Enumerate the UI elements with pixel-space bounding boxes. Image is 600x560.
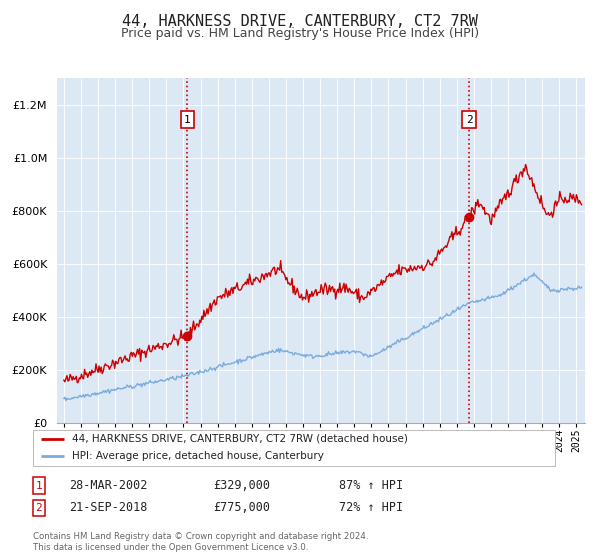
- Text: £329,000: £329,000: [213, 479, 270, 492]
- Text: 1: 1: [35, 480, 43, 491]
- Text: 72% ↑ HPI: 72% ↑ HPI: [339, 501, 403, 515]
- Text: Price paid vs. HM Land Registry's House Price Index (HPI): Price paid vs. HM Land Registry's House …: [121, 27, 479, 40]
- Text: 21-SEP-2018: 21-SEP-2018: [69, 501, 148, 515]
- Text: 44, HARKNESS DRIVE, CANTERBURY, CT2 7RW (detached house): 44, HARKNESS DRIVE, CANTERBURY, CT2 7RW …: [72, 433, 408, 444]
- Text: HPI: Average price, detached house, Canterbury: HPI: Average price, detached house, Cant…: [72, 451, 324, 461]
- Text: £775,000: £775,000: [213, 501, 270, 515]
- Text: 1: 1: [184, 115, 191, 125]
- Text: 87% ↑ HPI: 87% ↑ HPI: [339, 479, 403, 492]
- Text: 28-MAR-2002: 28-MAR-2002: [69, 479, 148, 492]
- Text: 2: 2: [35, 503, 43, 513]
- Text: This data is licensed under the Open Government Licence v3.0.: This data is licensed under the Open Gov…: [33, 543, 308, 552]
- Text: Contains HM Land Registry data © Crown copyright and database right 2024.: Contains HM Land Registry data © Crown c…: [33, 532, 368, 541]
- Text: 2: 2: [466, 115, 473, 125]
- Text: 44, HARKNESS DRIVE, CANTERBURY, CT2 7RW: 44, HARKNESS DRIVE, CANTERBURY, CT2 7RW: [122, 14, 478, 29]
